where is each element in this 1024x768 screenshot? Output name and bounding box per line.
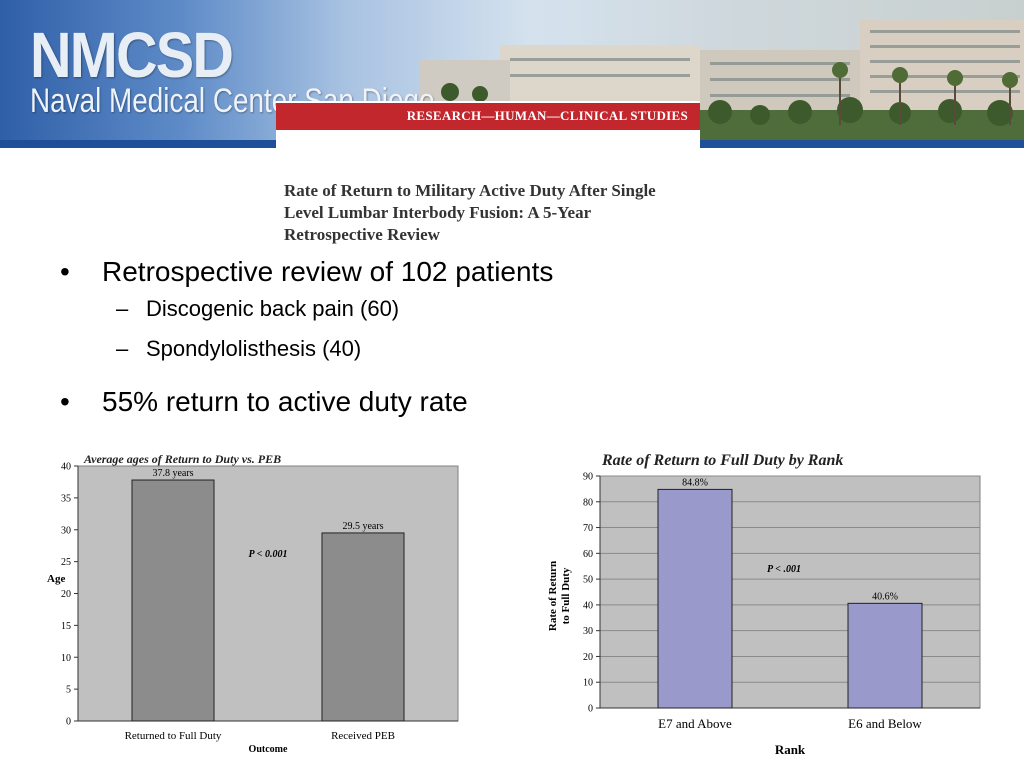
- y-tick-label: 60: [583, 549, 593, 560]
- bullet-list: • Retrospective review of 102 patients –…: [60, 256, 960, 426]
- data-label: 40.6%: [872, 591, 898, 602]
- section-banner: RESEARCH—HUMAN—CLINICAL STUDIES: [276, 101, 700, 132]
- y-tick-label: 70: [583, 523, 593, 534]
- bullet-text: 55% return to active duty rate: [102, 386, 468, 417]
- y-tick-label: 15: [61, 621, 71, 632]
- bullet-item: • Retrospective review of 102 patients: [60, 256, 960, 296]
- y-axis-label: Age: [47, 573, 65, 585]
- category-label: Returned to Full Duty: [125, 730, 222, 742]
- y-tick-label: 80: [583, 497, 593, 508]
- y-tick-label: 30: [61, 525, 71, 536]
- chart-title: Average ages of Return to Duty vs. PEB: [83, 452, 281, 466]
- data-label: 84.8%: [682, 477, 708, 488]
- category-label: E7 and Above: [658, 716, 732, 731]
- p-value-annotation: P < 0.001: [249, 549, 288, 560]
- hospital-buildings-illustration: [420, 20, 1024, 144]
- banner-text: RESEARCH—HUMAN—CLINICAL STUDIES: [406, 108, 688, 123]
- x-axis-label: Outcome: [249, 744, 288, 755]
- age-chart: Average ages of Return to Duty vs. PEB 0 5…: [47, 452, 459, 755]
- bar: [131, 479, 215, 722]
- y-tick-label: 50: [583, 575, 593, 586]
- y-tick-label: 5: [66, 685, 71, 696]
- data-label: 29.5 years: [342, 521, 383, 532]
- bar: [847, 602, 923, 709]
- bar: [321, 532, 405, 722]
- y-tick-label: 35: [61, 493, 71, 504]
- sub-bullet-item: – Discogenic back pain (60): [60, 296, 960, 336]
- y-axis-label-group: Rate of Returnto Full Duty: [547, 561, 572, 631]
- p-value-annotation: P < .001: [767, 564, 801, 575]
- bullet-item: • 55% return to active duty rate: [60, 386, 960, 426]
- paper-title-line: Retrospective Review: [284, 225, 440, 244]
- bullet-text: Retrospective review of 102 patients: [102, 256, 554, 287]
- y-tick-label: 20: [583, 652, 593, 663]
- title-panel: [276, 130, 700, 148]
- bullet-text: Discogenic back pain (60): [146, 296, 400, 321]
- header-photo: [0, 0, 1024, 144]
- bar: [657, 488, 733, 709]
- y-tick-label: 90: [583, 472, 593, 483]
- bullet-marker: •: [60, 256, 70, 287]
- header: NMCSD Naval Medical Center San Diego RES…: [0, 0, 1024, 148]
- y-tick-label: 0: [588, 704, 593, 715]
- plot-area: [599, 475, 981, 709]
- category-label: Received PEB: [331, 730, 395, 742]
- y-tick-label: 40: [61, 462, 71, 473]
- paper-title: Rate of Return to Military Active Duty A…: [284, 180, 724, 246]
- data-label: 37.8 years: [152, 468, 193, 479]
- bullet-marker: –: [116, 336, 129, 361]
- logo-title: NMCSD: [30, 19, 234, 91]
- rank-chart: Rate of Return to Full Duty by Rank 0 10 20…: [547, 452, 981, 757]
- paper-title-line: Rate of Return to Military Active Duty A…: [284, 181, 656, 200]
- y-tick-label: 20: [61, 589, 71, 600]
- y-tick-label: 10: [61, 653, 71, 664]
- chart-title: Rate of Return to Full Duty by Rank: [601, 452, 843, 469]
- paper-title-line: Level Lumbar Interbody Fusion: A 5-Year: [284, 203, 592, 222]
- category-label: E6 and Below: [848, 716, 922, 731]
- sub-bullet-item: – Spondylolisthesis (40): [60, 336, 960, 376]
- y-axis-label: Rate of Returnto Full Duty: [547, 561, 572, 631]
- x-axis-label: Rank: [775, 742, 806, 757]
- y-tick-label: 10: [583, 678, 593, 689]
- bullet-marker: •: [60, 386, 70, 417]
- y-tick-label: 25: [61, 557, 71, 568]
- y-tick-label: 40: [583, 600, 593, 611]
- y-tick-label: 0: [66, 717, 71, 728]
- bullet-text: Spondylolisthesis (40): [146, 336, 362, 361]
- bullet-marker: –: [116, 296, 129, 321]
- y-tick-label: 30: [583, 626, 593, 637]
